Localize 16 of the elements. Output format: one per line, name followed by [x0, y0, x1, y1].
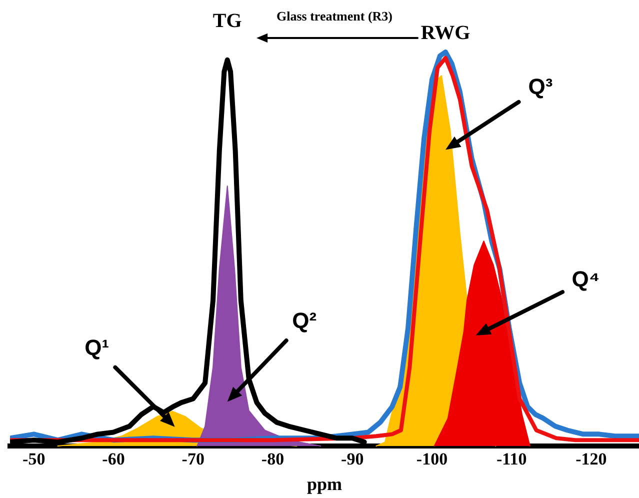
annotation: TG [212, 10, 242, 32]
x-tick-label: -110 [496, 450, 527, 469]
annotation: Q¹ [84, 334, 110, 360]
annotation: Q⁴ [572, 266, 600, 292]
x-tick-label: -90 [341, 450, 364, 469]
x-tick-label: -60 [102, 450, 125, 469]
annotation: Q² [292, 308, 317, 333]
x-tick-label: -70 [182, 450, 204, 469]
annotation: RWG [420, 22, 471, 44]
annotation: Q³ [528, 74, 553, 99]
x-axis-title: ppm [306, 474, 342, 494]
x-tick-label: -100 [416, 450, 448, 469]
text: Glass treatment (R3) [276, 8, 393, 24]
x-tick-label: -50 [22, 450, 46, 469]
x-tick-label: -120 [576, 450, 607, 469]
x-tick-label: -80 [261, 450, 284, 469]
